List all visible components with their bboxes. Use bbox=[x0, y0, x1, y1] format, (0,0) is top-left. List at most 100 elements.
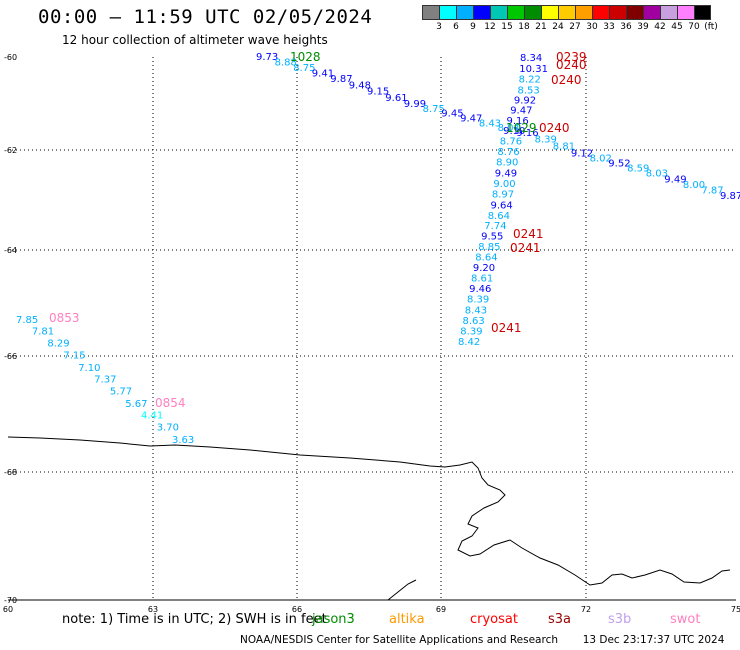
lat-label: -64 bbox=[4, 246, 17, 255]
pass-time-label: 0241 bbox=[513, 227, 544, 241]
pass-time-label: 0240 bbox=[551, 73, 582, 87]
coastline-segment bbox=[387, 579, 417, 601]
legend-label: (ft) bbox=[704, 22, 718, 32]
pass-time-label: 0853 bbox=[49, 311, 80, 325]
swh-value-track-b: 9.46 bbox=[469, 284, 491, 295]
swh-value-track-a: 9.16 bbox=[516, 128, 538, 139]
legend-swatches bbox=[422, 5, 711, 20]
swh-value-track-a: 8.39 bbox=[535, 135, 557, 146]
graticule bbox=[8, 57, 736, 600]
satellite-name: s3b bbox=[608, 612, 632, 627]
swh-value-track-a: 8.88 bbox=[275, 58, 297, 69]
swh-value-track-b: 8.90 bbox=[496, 158, 518, 169]
lon-label: 75 bbox=[731, 605, 740, 614]
satellite-name: altika bbox=[389, 612, 425, 627]
swh-value-track-a: 9.45 bbox=[441, 109, 463, 120]
swh-value-track-b: 8.53 bbox=[518, 85, 540, 96]
swh-value-track-b: 9.92 bbox=[514, 96, 536, 107]
swh-value-track-c: 7.81 bbox=[32, 327, 54, 338]
swh-value-track-b: 8.64 bbox=[475, 252, 497, 263]
legend-swatch bbox=[626, 5, 643, 20]
legend-label: 45 bbox=[671, 22, 683, 32]
swh-value-track-a: 9.15 bbox=[367, 87, 389, 98]
legend-swatch bbox=[456, 5, 473, 20]
swh-value-track-b: 8.76 bbox=[497, 147, 519, 158]
legend-swatch bbox=[609, 5, 626, 20]
swh-value-track-a: 9.87 bbox=[720, 191, 740, 202]
pass-time-label: 0239 bbox=[556, 50, 587, 64]
swh-value-track-a: 9.73 bbox=[256, 52, 278, 63]
swh-value-track-b: 8.22 bbox=[519, 75, 541, 86]
swh-value-track-a: 9.41 bbox=[312, 69, 334, 80]
pass-time-label: 1029 bbox=[506, 121, 537, 135]
swh-value-track-a: 8.03 bbox=[646, 169, 668, 180]
swh-value-track-b: 9.10 bbox=[503, 126, 525, 137]
legend-swatch bbox=[694, 5, 711, 20]
lon-label: 72 bbox=[581, 605, 591, 614]
swh-value-track-a: 8.04 bbox=[498, 123, 520, 134]
swh-value-track-c: 5.67 bbox=[125, 399, 147, 410]
legend-swatch bbox=[490, 5, 507, 20]
legend-label: 70 bbox=[688, 22, 700, 32]
swh-value-track-a: 8.75 bbox=[423, 104, 445, 115]
swh-value-track-b: 10.31 bbox=[519, 64, 548, 75]
legend-label: 3 bbox=[436, 22, 442, 32]
swh-value-track-a: 9.49 bbox=[664, 174, 686, 185]
swh-value-track-b: 8.39 bbox=[460, 326, 482, 337]
lat-label: -68 bbox=[4, 468, 17, 477]
legend-label: 30 bbox=[586, 22, 598, 32]
pass-time-label: 0854 bbox=[155, 396, 186, 410]
swh-value-track-c: 5.77 bbox=[110, 387, 132, 398]
legend-swatch bbox=[507, 5, 524, 20]
legend-label: 18 bbox=[518, 22, 530, 32]
legend-label: 24 bbox=[552, 22, 564, 32]
legend-label: 9 bbox=[470, 22, 476, 32]
satellite-name: jason3 bbox=[312, 612, 355, 627]
swh-value-track-a: 9.99 bbox=[404, 99, 426, 110]
swh-value-track-c: 8.29 bbox=[47, 339, 69, 350]
swh-value-track-a: 9.52 bbox=[608, 158, 630, 169]
swh-value-track-b: 9.20 bbox=[473, 263, 495, 274]
swh-value-track-b: 9.16 bbox=[507, 116, 529, 127]
footer-note: note: 1) Time is in UTC; 2) SWH is in fe… bbox=[62, 612, 327, 627]
swh-value-track-c: 7.10 bbox=[78, 363, 100, 374]
lat-label: -70 bbox=[4, 596, 17, 605]
pass-time-label: 0240 bbox=[556, 58, 587, 72]
legend-swatch bbox=[422, 5, 439, 20]
legend-swatch bbox=[439, 5, 456, 20]
swh-value-track-c: 7.85 bbox=[16, 315, 38, 326]
swh-value-track-b: 8.63 bbox=[463, 316, 485, 327]
swh-value-track-b: 8.76 bbox=[500, 136, 522, 147]
pass-time-label: 0240 bbox=[539, 121, 570, 135]
legend-labels: 3 6 9 12 15 18 21 24 27 30 33 36 39 42 45 70 (ft) bbox=[422, 22, 718, 34]
swh-value-track-b: 8.39 bbox=[467, 295, 489, 306]
swh-value-track-a: 8.59 bbox=[627, 164, 649, 175]
lon-label: 60 bbox=[3, 605, 13, 614]
legend-label: 33 bbox=[603, 22, 615, 32]
antarctic-coastline bbox=[7, 436, 731, 586]
legend-swatch bbox=[677, 5, 694, 20]
swh-value-track-c: 7.15 bbox=[63, 350, 85, 361]
pass-time-label: 0241 bbox=[510, 241, 541, 255]
swh-value-track-a: 9.48 bbox=[349, 80, 371, 91]
pass-time-label: 0241 bbox=[491, 321, 522, 335]
legend-swatch bbox=[524, 5, 541, 20]
legend-label: 15 bbox=[501, 22, 513, 32]
swh-value-track-b: 8.97 bbox=[492, 190, 514, 201]
legend-swatch bbox=[660, 5, 677, 20]
swh-value-track-b: 9.00 bbox=[493, 179, 515, 190]
legend-label: 27 bbox=[569, 22, 581, 32]
legend-swatch bbox=[575, 5, 592, 20]
color-legend: 3 6 9 12 15 18 21 24 27 30 33 36 39 42 45 70 (ft) bbox=[422, 5, 718, 34]
swh-value-track-b: 8.42 bbox=[458, 337, 480, 348]
credit-timestamp: 13 Dec 23:17:37 UTC 2024 bbox=[582, 634, 725, 646]
swh-value-track-c: 3.70 bbox=[157, 423, 179, 434]
satellite-name: swot bbox=[670, 612, 701, 627]
swh-value-track-a: 7.87 bbox=[701, 185, 723, 196]
legend-label: 6 bbox=[453, 22, 459, 32]
swh-value-track-a: 8.75 bbox=[293, 63, 315, 74]
legend-swatch bbox=[558, 5, 575, 20]
legend-swatch bbox=[473, 5, 490, 20]
swh-value-track-c: 4.41 bbox=[141, 411, 163, 422]
